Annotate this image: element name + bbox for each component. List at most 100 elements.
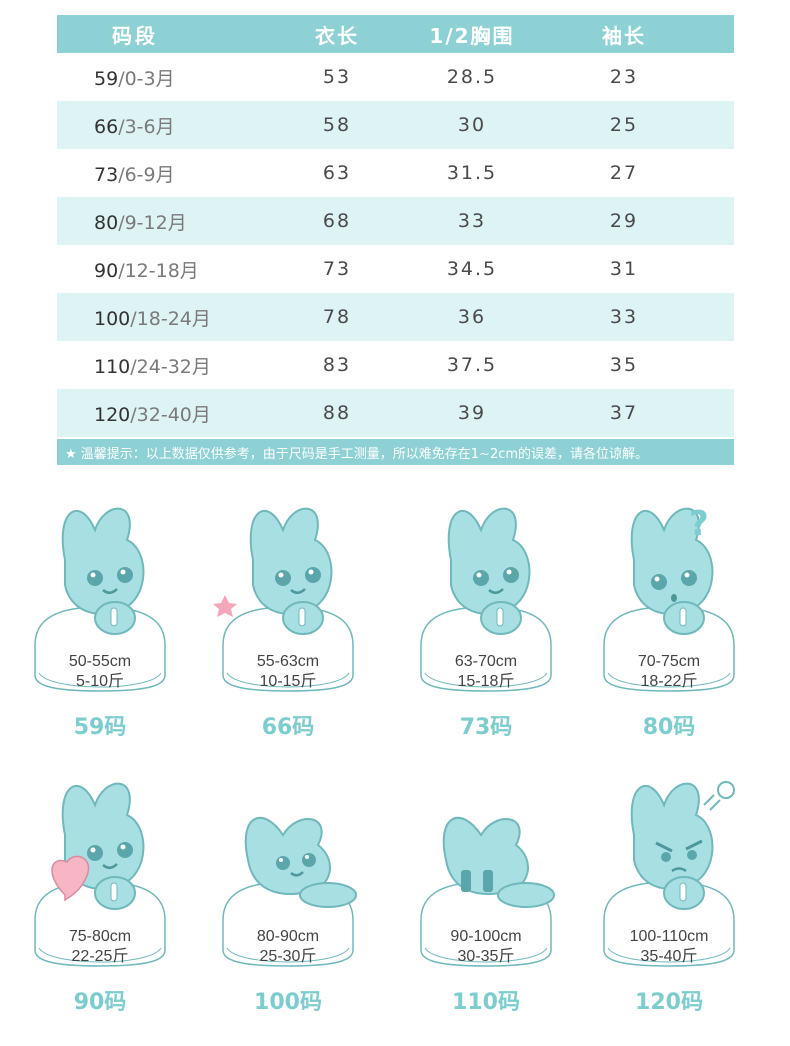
age-range: /18-24月: [130, 307, 211, 330]
size-label: 100码: [254, 990, 322, 1015]
size-card: 50-55cm 5-10斤 59码: [25, 495, 175, 745]
size-cell: 90/12-18月: [57, 256, 242, 283]
size-cell: 110/24-32月: [57, 352, 242, 379]
size-cell: 100/18-24月: [57, 304, 242, 331]
length-cell: 78: [322, 306, 352, 328]
size-card: 55-63cm 10-15斤 66码: [213, 495, 363, 745]
height-range: 80-90cm: [256, 928, 320, 945]
age-range: /3-6月: [118, 115, 175, 138]
heart-icon: [51, 855, 90, 902]
weight-range: 35-40斤: [640, 948, 698, 965]
chest-cell: 31.5: [446, 162, 498, 184]
size-label: 120码: [635, 990, 703, 1015]
size-cell: 80/9-12月: [57, 208, 242, 235]
sleeve-cell: 31: [609, 258, 639, 280]
length-cell: 83: [322, 354, 352, 376]
size-table: 码段 衣长 1/2胸围 袖长 59/0-3月 53 28.5 23 66/3-6月 58 3…: [57, 15, 734, 465]
size-number: 73: [94, 163, 119, 186]
height-range: 90-100cm: [450, 928, 522, 945]
size-card: 90-100cm 30-35斤 110码: [411, 770, 561, 1020]
size-cell: 73/6-9月: [57, 160, 242, 187]
size-label: 66码: [261, 715, 315, 740]
age-range: /6-9月: [118, 163, 175, 186]
table-row: 100/18-24月 78 36 33: [57, 293, 734, 341]
weight-range: 25-30斤: [259, 948, 317, 965]
header-sleeve: 袖长: [602, 23, 646, 48]
weight-range: 18-22斤: [640, 673, 698, 690]
sleeve-cell: 27: [609, 162, 639, 184]
size-card: 100-110cm 35-40斤 120码: [594, 770, 744, 1020]
bunny-illustration: [222, 816, 357, 967]
notice-bar: ★ 温馨提示：以上数据仅供参考，由于尺码是手工测量，所以难免存在1~2cm的误差…: [57, 439, 734, 465]
size-cell: 66/3-6月: [57, 112, 242, 139]
size-cell: 120/32-40月: [57, 400, 242, 427]
weight-range: 30-35斤: [457, 948, 515, 965]
height-range: 63-70cm: [454, 653, 518, 670]
size-number: 120: [94, 403, 131, 426]
steam-puff-icon: [703, 781, 735, 811]
chest-cell: 33: [457, 210, 487, 232]
weight-range: 22-25斤: [71, 948, 129, 965]
size-label: 73码: [459, 715, 513, 740]
chest-cell: 28.5: [446, 66, 498, 88]
bunny-illustration: [603, 781, 735, 967]
length-cell: 58: [322, 114, 352, 136]
bunny-illustration: [420, 816, 555, 967]
bunny-illustration: [420, 507, 552, 692]
height-range: 50-55cm: [68, 653, 132, 670]
age-range: /12-18月: [118, 259, 199, 282]
size-label: 80码: [642, 715, 696, 740]
size-card: 63-70cm 15-18斤 73码: [411, 495, 561, 745]
length-cell: 63: [322, 162, 352, 184]
height-range: 70-75cm: [637, 653, 701, 670]
length-cell: 68: [322, 210, 352, 232]
chest-cell: 36: [457, 306, 487, 328]
table-row: 80/9-12月 68 33 29: [57, 197, 734, 245]
table-row: 110/24-32月 83 37.5 35: [57, 341, 734, 389]
table-header: 码段 衣长 1/2胸围 袖长: [57, 15, 734, 53]
age-range: /24-32月: [130, 355, 211, 378]
sleeve-cell: 25: [609, 114, 639, 136]
table-row: 66/3-6月 58 30 25: [57, 101, 734, 149]
length-cell: 88: [322, 402, 352, 424]
length-cell: 53: [322, 66, 352, 88]
size-number: 90: [94, 259, 119, 282]
age-range: /9-12月: [118, 211, 187, 234]
height-range: 100-110cm: [629, 928, 709, 945]
bunny-illustration: ?: [603, 504, 735, 692]
size-number: 59: [94, 67, 119, 90]
age-range: /32-40月: [130, 403, 211, 426]
age-range: /0-3月: [118, 67, 175, 90]
sleeve-cell: 37: [609, 402, 639, 424]
size-number: 66: [94, 115, 119, 138]
size-number: 80: [94, 211, 119, 234]
header-length: 衣长: [315, 23, 359, 48]
chest-cell: 37.5: [446, 354, 498, 376]
size-card: 80-90cm 25-30斤 100码: [213, 770, 363, 1020]
table-row: 73/6-9月 63 31.5 27: [57, 149, 734, 197]
size-number: 100: [94, 307, 131, 330]
chest-cell: 30: [457, 114, 487, 136]
sleeve-cell: 29: [609, 210, 639, 232]
size-number: 110: [94, 355, 131, 378]
star-icon: [213, 595, 237, 617]
chest-cell: 34.5: [446, 258, 498, 280]
size-label: 90码: [73, 990, 127, 1015]
table-row: 120/32-40月 88 39 37: [57, 389, 734, 437]
header-size: 码段: [112, 23, 158, 48]
sleeve-cell: 35: [609, 354, 639, 376]
question-mark-icon: ?: [689, 504, 709, 544]
sleeve-cell: 33: [609, 306, 639, 328]
bunny-illustration: [213, 507, 354, 692]
header-chest: 1/2胸围: [429, 23, 515, 48]
bunny-illustration: [34, 507, 166, 692]
height-range: 75-80cm: [68, 928, 132, 945]
sleeve-cell: 23: [609, 66, 639, 88]
chest-cell: 39: [457, 402, 487, 424]
size-card: ? 70-75cm 18-22斤 80码: [594, 495, 744, 745]
bunny-illustration: [34, 782, 166, 967]
size-card: 75-80cm 22-25斤 90码: [25, 770, 175, 1020]
size-label: 59码: [73, 715, 127, 740]
length-cell: 73: [322, 258, 352, 280]
